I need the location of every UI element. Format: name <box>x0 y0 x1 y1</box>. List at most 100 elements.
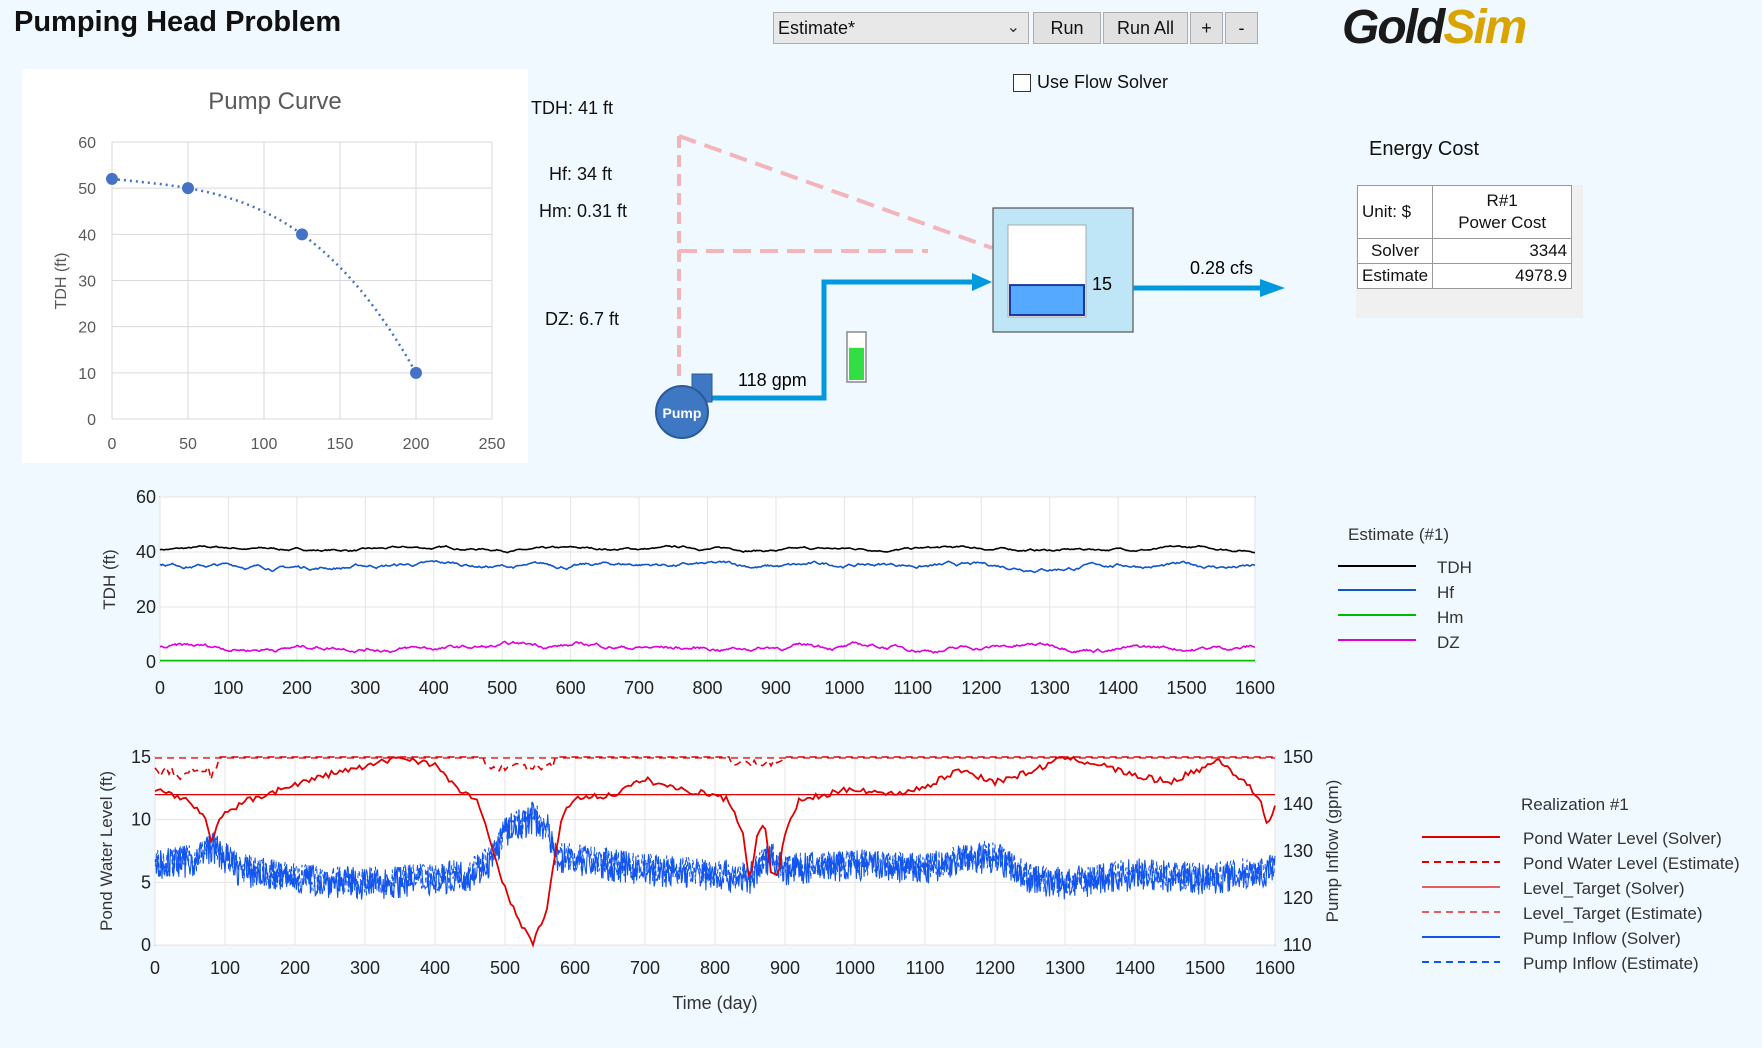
inflow-pipe <box>706 279 980 401</box>
inflow-arrow <box>972 273 992 291</box>
series-line-pond-level-estimate <box>154 756 1275 781</box>
row-value: 4978.9 <box>1432 263 1573 289</box>
y-tick-label: 5 <box>141 872 151 892</box>
x-tick-label: 500 <box>490 958 520 978</box>
pump-curve-chart: Pump Curve 0 10 20 30 40 50 60 0 50 100 150 200 250 TD… <box>22 69 528 463</box>
x-tick-label: 400 <box>420 958 450 978</box>
series-line-pond-level-solver <box>154 755 1276 948</box>
y-axis-label: TDH (ft) <box>53 253 70 310</box>
unit-cell: Unit: $ <box>1356 185 1434 239</box>
x-tick-label: 150 <box>327 436 354 453</box>
pump-schematic: Pump 118 gpm 15 0.28 cfs <box>655 134 1285 439</box>
x-tick-label: 800 <box>692 678 722 698</box>
y-tick-label: 60 <box>78 135 96 152</box>
remove-scenario-button[interactable]: - <box>1225 12 1258 44</box>
x-tick-label: 700 <box>624 678 654 698</box>
head-legend-title: Estimate (#1) <box>1348 525 1450 544</box>
run-all-button[interactable]: Run All <box>1103 12 1188 44</box>
use-flow-solver-checkbox[interactable]: Use Flow Solver <box>1013 72 1168 93</box>
y-tick-label: 20 <box>136 597 156 617</box>
y2-tick-label: 140 <box>1283 794 1313 814</box>
y-tick-label: 15 <box>131 747 151 767</box>
row-value: 3344 <box>1432 238 1573 264</box>
pink-reference-lines <box>677 134 993 378</box>
x-tick-label: 1100 <box>893 678 932 698</box>
y-tick-label: 20 <box>78 320 96 337</box>
pump-curve-point <box>296 228 308 241</box>
pond-tank[interactable] <box>992 207 1134 333</box>
x-tick-label: 1400 <box>1115 958 1155 978</box>
y-tick-label: 30 <box>78 274 96 291</box>
x-tick-label: 700 <box>630 958 660 978</box>
row-label: Solver <box>1356 238 1434 264</box>
energy-cost-table: Unit: $ R#1 Power Cost Solver 3344 Estima… <box>1356 185 1573 289</box>
y-tick-label: 40 <box>78 227 96 244</box>
series-line-pump-inflow-solver <box>154 801 1276 900</box>
legend-hf: Hf <box>1437 583 1454 602</box>
dz-result: DZ: 6.7 ft <box>545 309 620 329</box>
row-label: Estimate <box>1356 263 1434 289</box>
x-tick-label: 250 <box>479 436 506 453</box>
pump-curve-point <box>410 366 422 379</box>
x-tick-label: 50 <box>179 436 197 453</box>
y-tick-label: 10 <box>78 366 96 383</box>
x-tick-label: 1000 <box>824 678 864 698</box>
pond-legend-title: Realization #1 <box>1521 795 1629 814</box>
x-tick-label: 300 <box>350 958 380 978</box>
x-tick-label: 1400 <box>1098 678 1138 698</box>
y-tick-label: 40 <box>136 542 156 562</box>
legend-inflow-estimate: Pump Inflow (Estimate) <box>1523 954 1699 973</box>
pond-legend-swatches <box>1422 836 1500 963</box>
x-tick-label: 0 <box>150 958 160 978</box>
x-tick-label: 200 <box>280 958 310 978</box>
pond-level-label: 15 <box>1092 274 1112 294</box>
scenario-dropdown-value: Estimate* <box>778 18 856 38</box>
table-row: Estimate 4978.9 <box>1356 263 1573 289</box>
chart-title: Pump Curve <box>208 88 341 115</box>
x-tick-label: 1000 <box>835 958 875 978</box>
legend-target-estimate: Level_Target (Estimate) <box>1523 904 1703 923</box>
checkbox-box[interactable] <box>1013 73 1031 92</box>
table-row: Solver 3344 <box>1356 238 1573 264</box>
add-scenario-button[interactable]: + <box>1190 12 1223 44</box>
x-tick-label: 200 <box>403 436 430 453</box>
x-tick-label: 200 <box>282 678 312 698</box>
x-tick-label: 1500 <box>1167 678 1207 698</box>
legend-target-solver: Level_Target (Solver) <box>1523 879 1685 898</box>
page-title: Pumping Head Problem <box>14 6 342 38</box>
use-flow-solver-label: Use Flow Solver <box>1037 72 1169 92</box>
x-tick-label: 1200 <box>961 678 1001 698</box>
x-tick-label: 600 <box>560 958 590 978</box>
legend-pond-solver: Pond Water Level (Solver) <box>1523 829 1722 848</box>
head-components-chart: 0 100 200 300 400 500 600 700 800 900 1000 1100 1200… <box>100 487 1275 698</box>
y-axis-label: Pond Water Level (ft) <box>97 771 116 931</box>
legend-dz: DZ <box>1437 633 1460 652</box>
x-tick-label: 100 <box>213 678 243 698</box>
x-tick-label: 500 <box>487 678 517 698</box>
outflow-label: 0.28 cfs <box>1190 258 1253 278</box>
x-tick-label: 1600 <box>1235 678 1275 698</box>
pump-label: Pump <box>663 405 702 421</box>
y-axis-label: TDH (ft) <box>100 549 119 609</box>
x-tick-label: 1500 <box>1185 958 1225 978</box>
scenario-dropdown[interactable]: Estimate* ⌄ <box>773 12 1029 44</box>
x-tick-label: 100 <box>251 436 278 453</box>
outflow-arrow <box>1260 279 1285 297</box>
run-button[interactable]: Run <box>1033 12 1101 44</box>
series-line-hf <box>159 559 1256 574</box>
x-tick-label: 0 <box>108 436 117 453</box>
x-tick-label: 1200 <box>975 958 1015 978</box>
y-tick-label: 50 <box>78 181 96 198</box>
energy-cost-title: Energy Cost <box>1369 138 1480 160</box>
pump-curve-svg: Pump Curve 0 10 20 30 40 50 60 0 50 100 150 200 250 TD… <box>53 88 506 453</box>
x-tick-label: 0 <box>155 678 165 698</box>
y-tick-label: 60 <box>136 487 156 507</box>
y-tick-label: 0 <box>146 652 156 672</box>
pump-curve-trendline <box>111 177 418 374</box>
level-gauge-fill <box>849 347 864 380</box>
pump-icon[interactable]: Pump <box>655 373 713 439</box>
x-tick-label: 600 <box>556 678 586 698</box>
x-tick-label: 400 <box>419 678 449 698</box>
hf-result: Hf: 34 ft <box>549 164 613 184</box>
legend-inflow-solver: Pump Inflow (Solver) <box>1523 929 1681 948</box>
